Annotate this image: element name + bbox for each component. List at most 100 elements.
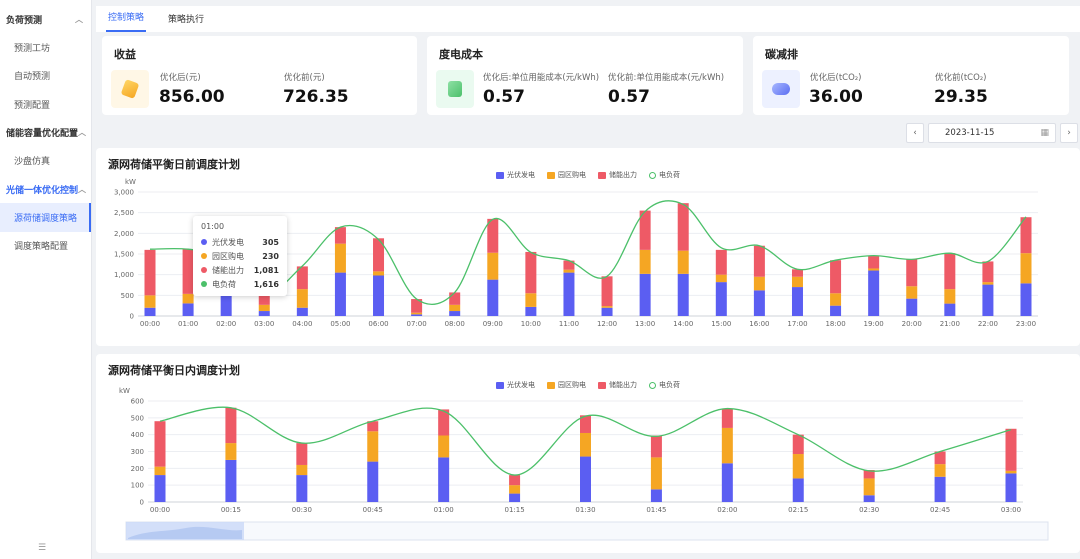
chart-tooltip: 01:00 光伏发电 305 园区购电 230 储能出力 1,081 电负荷 1,616: [193, 216, 287, 296]
x-tick-label: 21:00: [940, 320, 960, 328]
sidebar-item-auto-forecast[interactable]: 自动预测: [14, 72, 51, 83]
bar-pv: [715, 282, 727, 316]
bar-storage: [792, 434, 804, 455]
bar-pv: [906, 298, 918, 316]
sidebar-item-sandbox-simulation[interactable]: 沙盘仿真: [14, 157, 51, 168]
collapse-menu-icon[interactable]: ☰: [38, 543, 47, 553]
bar-grid: [753, 276, 765, 291]
kpi-card-carbon-reduction: 碳减排 优化后(tCO₂) 36.00 优化前(tCO₂) 29.35: [753, 36, 1069, 115]
x-tick-label: 00:15: [221, 506, 241, 514]
day-ahead-chart: kW 0 500 1,000 1,500 2,000 2,500 3,000 00:00 01:0…: [114, 178, 1038, 328]
sidebar-group-pv-storage-control[interactable]: 光储一体优化控制 ︿: [0, 175, 91, 203]
bar-storage: [411, 299, 423, 313]
kpi-before-label: 优化前(元): [284, 73, 325, 83]
bar-pv: [509, 493, 521, 502]
y-tick-label: 100: [131, 482, 144, 490]
bar-storage: [563, 260, 575, 270]
legend-item-load[interactable]: 电负荷: [649, 170, 680, 180]
bar-storage: [639, 210, 651, 250]
bar-storage: [449, 292, 461, 305]
x-tick-label: 01:15: [504, 506, 524, 514]
bar-grid: [1005, 470, 1017, 474]
sidebar-group-label: 储能容量优化配置: [6, 129, 79, 139]
kpi-after-value: 0.57: [483, 87, 525, 107]
date-input[interactable]: 2023-11-15 ▦: [928, 123, 1056, 143]
bar-pv: [639, 273, 651, 316]
legend-item-grid[interactable]: 园区购电: [547, 380, 586, 390]
x-tick-label: 11:00: [559, 320, 579, 328]
sidebar-item-forecast-workshop[interactable]: 预测工坊: [14, 43, 51, 54]
x-tick-label: 02:30: [859, 506, 879, 514]
intraday-chart-panel: 源网荷储平衡日内调度计划 光伏发电 园区购电 储能出力 电负荷 kW 0 100 20…: [96, 354, 1080, 553]
bar-pv: [792, 478, 804, 502]
bar-grid: [296, 289, 308, 308]
x-tick-label: 02:00: [216, 320, 236, 328]
sidebar-group-label: 光储一体优化控制: [6, 185, 79, 196]
x-tick-label: 02:15: [788, 506, 808, 514]
bar-storage: [334, 227, 346, 244]
y-tick-label: 1,500: [114, 251, 134, 259]
sidebar-item-strategy-config[interactable]: 调度策略配置: [14, 242, 69, 253]
bar-grid: [182, 293, 194, 304]
prev-date-button[interactable]: ‹: [906, 123, 924, 143]
x-tick-label: 01:00: [434, 506, 454, 514]
legend-item-load[interactable]: 电负荷: [649, 380, 680, 390]
chart-title: 源网荷储平衡日前调度计划: [108, 158, 240, 171]
bar-pv: [563, 272, 575, 316]
bar-pv: [863, 495, 875, 502]
tab-control-strategy[interactable]: 控制策略: [106, 10, 147, 32]
y-axis-unit: kW: [125, 178, 136, 186]
zoom-slider-preview: [128, 526, 242, 539]
y-tick-label: 1,000: [114, 271, 134, 279]
y-tick-label: 500: [131, 414, 144, 422]
x-tick-label: 02:00: [717, 506, 737, 514]
next-date-button[interactable]: ›: [1060, 123, 1078, 143]
bar-storage: [863, 470, 875, 479]
tooltip-row: 园区购电 230: [201, 249, 279, 263]
bar-grid: [449, 304, 461, 312]
legend-item-grid[interactable]: 园区购电: [547, 170, 586, 180]
sidebar-item-dispatch-strategy[interactable]: 源荷储调度策略: [0, 203, 91, 232]
calendar-icon: ▦: [1040, 128, 1049, 138]
bar-storage: [225, 407, 237, 444]
bar-storage: [982, 261, 994, 283]
bar-storage: [944, 253, 956, 290]
y-tick-label: 0: [140, 499, 144, 507]
bar-storage: [258, 294, 270, 305]
date-value: 2023-11-15: [945, 128, 995, 138]
x-tick-label: 23:00: [1016, 320, 1036, 328]
legend-item-storage[interactable]: 储能出力: [598, 170, 637, 180]
bar-pv: [677, 273, 689, 316]
bar-grid: [367, 431, 379, 462]
bar-storage: [650, 435, 662, 458]
bar-storage: [721, 408, 733, 428]
kpi-before-value: 0.57: [608, 87, 650, 107]
sidebar-item-forecast-config[interactable]: 预测配置: [14, 100, 51, 111]
intraday-chart: kW 0 100 200 300 400 500 600 00:00 00:15 00:30 00:4…: [119, 387, 1049, 541]
bar-pv: [868, 270, 880, 316]
legend-item-pv[interactable]: 光伏发电: [496, 170, 535, 180]
bar-grid: [677, 250, 689, 274]
tab-bar: 控制策略 策略执行: [96, 6, 1080, 32]
bar-pv: [438, 457, 450, 502]
load-line: [159, 406, 1012, 476]
tab-strategy-execution[interactable]: 策略执行: [168, 15, 205, 25]
y-tick-label: 0: [130, 313, 134, 321]
bar-grid: [791, 276, 803, 288]
x-tick-label: 16:00: [749, 320, 769, 328]
legend-item-storage[interactable]: 储能出力: [598, 380, 637, 390]
bar-pv: [721, 463, 733, 502]
bar-pv: [373, 275, 385, 316]
sidebar-group-load-forecast[interactable]: 负荷预测 ︿: [0, 5, 91, 33]
kpi-before-label: 优化前:单位用能成本(元/kWh): [608, 73, 725, 83]
bar-pv: [411, 314, 423, 316]
x-tick-label: 02:45: [930, 506, 950, 514]
bar-storage: [296, 266, 308, 290]
bar-storage: [934, 451, 946, 465]
bar-grid: [650, 457, 662, 490]
bar-grid: [296, 464, 308, 476]
bar-grid: [411, 312, 423, 315]
sidebar-group-storage-capacity[interactable]: 储能容量优化配置 ︿: [0, 119, 91, 147]
kpi-before-value: 29.35: [934, 87, 988, 107]
legend-item-pv[interactable]: 光伏发电: [496, 380, 535, 390]
